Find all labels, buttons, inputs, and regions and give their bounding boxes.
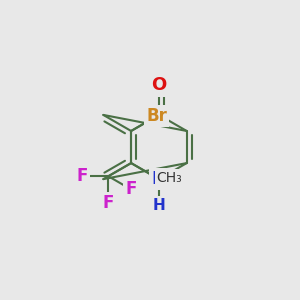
Text: F: F — [125, 180, 137, 198]
Text: H: H — [152, 198, 165, 213]
Text: F: F — [76, 167, 88, 185]
Text: Br: Br — [146, 107, 167, 125]
Text: O: O — [151, 76, 166, 94]
Text: CH₃: CH₃ — [157, 171, 182, 185]
Text: F: F — [103, 194, 114, 211]
Text: N: N — [152, 170, 166, 188]
